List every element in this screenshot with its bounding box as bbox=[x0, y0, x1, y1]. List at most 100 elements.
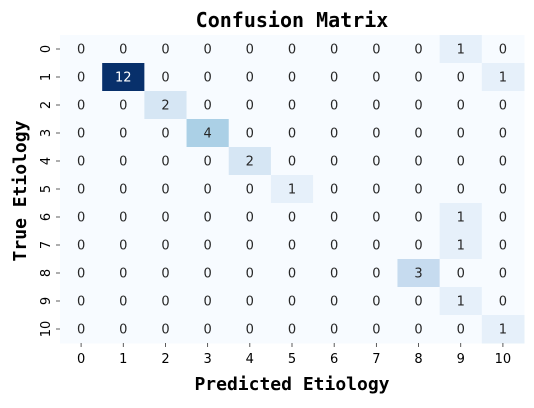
cell-value-label-r7-c4: 0 bbox=[246, 239, 254, 254]
heatmap-annotations: 0 0 0 0 0 0 0 0 0 1 00 12 0 0 0 0 0 0 0 0 10 0 2 0 0 0 0 0 0 0 00 0 0 4 0 0… bbox=[77, 43, 507, 338]
cell-value-label-r4-c1: 0 bbox=[119, 155, 127, 170]
cell-value-label-r7-c3: 0 bbox=[203, 239, 211, 254]
cell-value-label-r0-c6: 0 bbox=[330, 43, 338, 58]
heatmap-cell-r2-c9 bbox=[439, 91, 483, 120]
cell-value-label-r3-c6: 0 bbox=[330, 127, 338, 142]
heatmap-cell-r7-c7 bbox=[355, 231, 398, 260]
heatmap-cell-r5-c0 bbox=[60, 175, 103, 204]
x-axis-label: Predicted Etiology bbox=[194, 374, 389, 395]
x-tick-label-6: 6 bbox=[330, 352, 338, 367]
cell-value-label-r8-c10: 0 bbox=[499, 267, 507, 282]
chart-title: Confusion Matrix bbox=[196, 8, 389, 32]
cell-value-label-r1-c0: 0 bbox=[77, 71, 85, 86]
heatmap-cell-r4-c5 bbox=[270, 147, 314, 176]
heatmap-cell-r9-c10 bbox=[481, 287, 525, 316]
cell-value-label-r0-c1: 0 bbox=[119, 43, 127, 58]
cell-value-label-r6-c10: 0 bbox=[499, 211, 507, 226]
heatmap-cell-r5-c5 bbox=[270, 175, 314, 204]
heatmap-cell-r10-c1 bbox=[102, 315, 145, 344]
y-tick-label-0: 0 bbox=[39, 45, 54, 53]
cell-value-label-r10-c9: 0 bbox=[457, 323, 465, 338]
heatmap-cell-r9-c6 bbox=[313, 287, 356, 316]
heatmap-cell-r10-c2 bbox=[144, 315, 188, 344]
cell-value-label-r10-c8: 0 bbox=[414, 323, 422, 338]
cell-value-label-r8-c7: 0 bbox=[372, 267, 380, 282]
heatmap-cells bbox=[60, 35, 525, 344]
cell-value-label-r8-c1: 0 bbox=[119, 267, 127, 282]
cell-value-label-r5-c2: 0 bbox=[161, 183, 169, 198]
cell-value-label-r9-c2: 0 bbox=[161, 295, 169, 310]
heatmap-cell-r9-c0 bbox=[60, 287, 103, 316]
heatmap-cell-r0-c6 bbox=[313, 35, 356, 64]
cell-value-label-r10-c4: 0 bbox=[246, 323, 254, 338]
y-tick-label-9: 9 bbox=[39, 297, 54, 305]
cell-value-label-r6-c0: 0 bbox=[77, 211, 85, 226]
cell-value-label-r2-c1: 0 bbox=[119, 99, 127, 114]
cell-value-label-r7-c0: 0 bbox=[77, 239, 85, 254]
heatmap-cell-r4-c3 bbox=[186, 147, 230, 176]
x-tick-label-9: 9 bbox=[457, 352, 465, 367]
heatmap-cell-r3-c3 bbox=[186, 119, 230, 148]
heatmap-cell-r6-c5 bbox=[270, 203, 314, 232]
heatmap-cell-r4-c4 bbox=[228, 147, 272, 176]
heatmap-cell-r9-c9 bbox=[439, 287, 483, 316]
heatmap-cell-r4-c1 bbox=[102, 147, 145, 176]
heatmap-cell-r6-c8 bbox=[397, 203, 441, 232]
heatmap-cell-r7-c1 bbox=[102, 231, 145, 260]
heatmap-cell-r5-c1 bbox=[102, 175, 145, 204]
heatmap-cell-r6-c4 bbox=[228, 203, 272, 232]
cell-value-label-r9-c3: 0 bbox=[203, 295, 211, 310]
heatmap-cell-r1-c10 bbox=[481, 63, 525, 92]
heatmap-cell-r10-c3 bbox=[186, 315, 230, 344]
cell-value-label-r8-c2: 0 bbox=[161, 267, 169, 282]
cell-value-label-r10-c5: 0 bbox=[288, 323, 296, 338]
cell-value-label-r6-c2: 0 bbox=[161, 211, 169, 226]
cell-value-label-r6-c5: 0 bbox=[288, 211, 296, 226]
heatmap-cell-r5-c3 bbox=[186, 175, 230, 204]
cell-value-label-r4-c6: 0 bbox=[330, 155, 338, 170]
heatmap-cell-r6-c6 bbox=[313, 203, 356, 232]
cell-value-label-r9-c0: 0 bbox=[77, 295, 85, 310]
heatmap-cell-r8-c6 bbox=[313, 259, 356, 288]
cell-value-label-r7-c1: 0 bbox=[119, 239, 127, 254]
cell-value-label-r9-c8: 0 bbox=[414, 295, 422, 310]
cell-value-label-r5-c4: 0 bbox=[246, 183, 254, 198]
heatmap-cell-r1-c8 bbox=[397, 63, 441, 92]
heatmap-cell-r10-c6 bbox=[313, 315, 356, 344]
cell-value-label-r6-c3: 0 bbox=[203, 211, 211, 226]
heatmap-cell-r8-c5 bbox=[270, 259, 314, 288]
heatmap-cell-r7-c2 bbox=[144, 231, 188, 260]
heatmap-cell-r6-c2 bbox=[144, 203, 188, 232]
heatmap-cell-r1-c1 bbox=[102, 63, 145, 92]
heatmap-cell-r3-c1 bbox=[102, 119, 145, 148]
heatmap-cell-r9-c7 bbox=[355, 287, 398, 316]
cell-value-label-r3-c9: 0 bbox=[457, 127, 465, 142]
cell-value-label-r4-c8: 0 bbox=[414, 155, 422, 170]
cell-value-label-r3-c1: 0 bbox=[119, 127, 127, 142]
heatmap-cell-r10-c7 bbox=[355, 315, 398, 344]
heatmap-cell-r3-c2 bbox=[144, 119, 188, 148]
cell-value-label-r10-c1: 0 bbox=[119, 323, 127, 338]
cell-value-label-r3-c8: 0 bbox=[414, 127, 422, 142]
heatmap-cell-r3-c9 bbox=[439, 119, 483, 148]
heatmap-cell-r1-c7 bbox=[355, 63, 398, 92]
cell-value-label-r5-c6: 0 bbox=[330, 183, 338, 198]
heatmap-cell-r5-c6 bbox=[313, 175, 356, 204]
heatmap-cell-r3-c0 bbox=[60, 119, 103, 148]
heatmap-cell-r0-c4 bbox=[228, 35, 272, 64]
heatmap-cell-r4-c7 bbox=[355, 147, 398, 176]
cell-value-label-r8-c3: 0 bbox=[203, 267, 211, 282]
heatmap-cell-r1-c2 bbox=[144, 63, 188, 92]
heatmap-cell-r8-c7 bbox=[355, 259, 398, 288]
x-tick-label-4: 4 bbox=[246, 352, 254, 367]
cell-value-label-r2-c6: 0 bbox=[330, 99, 338, 114]
cell-value-label-r5-c7: 0 bbox=[372, 183, 380, 198]
heatmap-cell-r2-c4 bbox=[228, 91, 272, 120]
x-axis-ticks: 0 1 2 3 4 5 6 7 8 9 10 bbox=[77, 343, 511, 367]
cell-value-label-r9-c5: 0 bbox=[288, 295, 296, 310]
heatmap-cell-r7-c9 bbox=[439, 231, 483, 260]
heatmap-cell-r2-c3 bbox=[186, 91, 230, 120]
cell-value-label-r2-c8: 0 bbox=[414, 99, 422, 114]
heatmap-cell-r8-c4 bbox=[228, 259, 272, 288]
